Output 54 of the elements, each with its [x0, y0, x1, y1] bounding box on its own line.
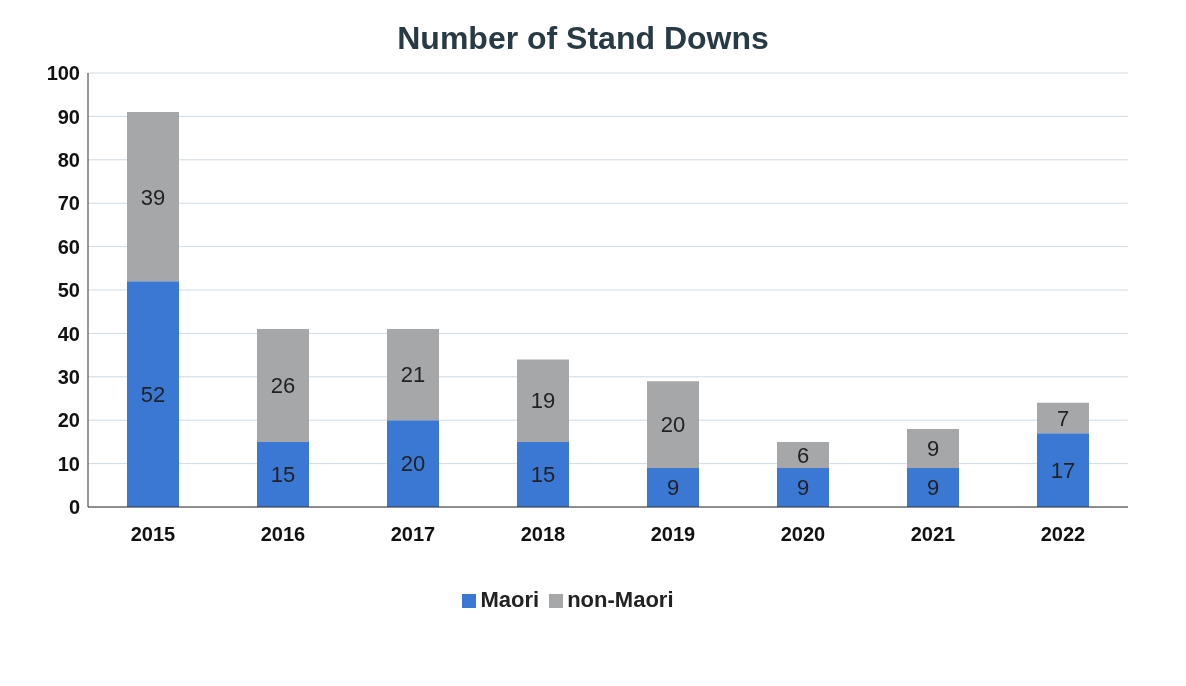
data-label: 39: [140, 184, 166, 210]
legend-label: non-Maori: [567, 587, 674, 612]
y-tick-label: 70: [57, 192, 80, 215]
y-tick-label: 50: [57, 279, 80, 302]
bar: [647, 381, 699, 468]
chart-title: Number of Stand Downs: [396, 20, 770, 57]
x-tick-label: 2018: [520, 523, 566, 546]
y-tick-label: 10: [57, 452, 80, 475]
bar: [387, 329, 439, 421]
data-label: 20: [660, 412, 686, 438]
bar: [517, 441, 569, 507]
data-label: 15: [530, 462, 556, 488]
y-tick-label: 100: [46, 62, 80, 85]
data-label: 15: [270, 462, 296, 488]
y-tick-label: 40: [57, 322, 80, 345]
bar: [777, 467, 829, 507]
data-label: 9: [796, 475, 810, 501]
bar: [257, 329, 309, 442]
bar: [127, 281, 179, 507]
x-tick-label: 2016: [260, 523, 306, 546]
bar: [387, 420, 439, 507]
x-tick-label: 2017: [390, 523, 436, 546]
data-label: 21: [400, 362, 426, 388]
data-label: 20: [400, 451, 426, 477]
bar: [257, 441, 309, 507]
x-tick-label: 2022: [1040, 523, 1086, 546]
y-tick-label: 30: [57, 365, 80, 388]
data-label: 26: [270, 373, 296, 399]
y-tick-label: 20: [57, 409, 80, 432]
x-tick-label: 2019: [650, 523, 696, 546]
data-label: 6: [796, 442, 810, 468]
bar: [127, 112, 179, 282]
y-tick-label: 0: [68, 496, 80, 519]
y-tick-label: 60: [57, 235, 80, 258]
data-label: 7: [1056, 405, 1070, 431]
data-label: 9: [926, 436, 940, 462]
data-label: 52: [140, 381, 166, 407]
bar: [517, 359, 569, 442]
data-label: 9: [666, 475, 680, 501]
bar: [907, 467, 959, 507]
x-tick-label: 2015: [130, 523, 176, 546]
data-label: 19: [530, 388, 556, 414]
bar: [647, 467, 699, 507]
bar: [1037, 433, 1089, 507]
bar: [777, 441, 829, 468]
data-label: 17: [1050, 457, 1076, 483]
y-tick-label: 80: [57, 148, 80, 171]
legend-label: Maori: [480, 587, 540, 612]
y-tick-label: 90: [57, 105, 80, 128]
data-label: 9: [926, 475, 940, 501]
bar: [1037, 402, 1089, 434]
x-tick-label: 2021: [910, 523, 956, 546]
x-tick-label: 2020: [780, 523, 826, 546]
bar: [907, 428, 959, 468]
